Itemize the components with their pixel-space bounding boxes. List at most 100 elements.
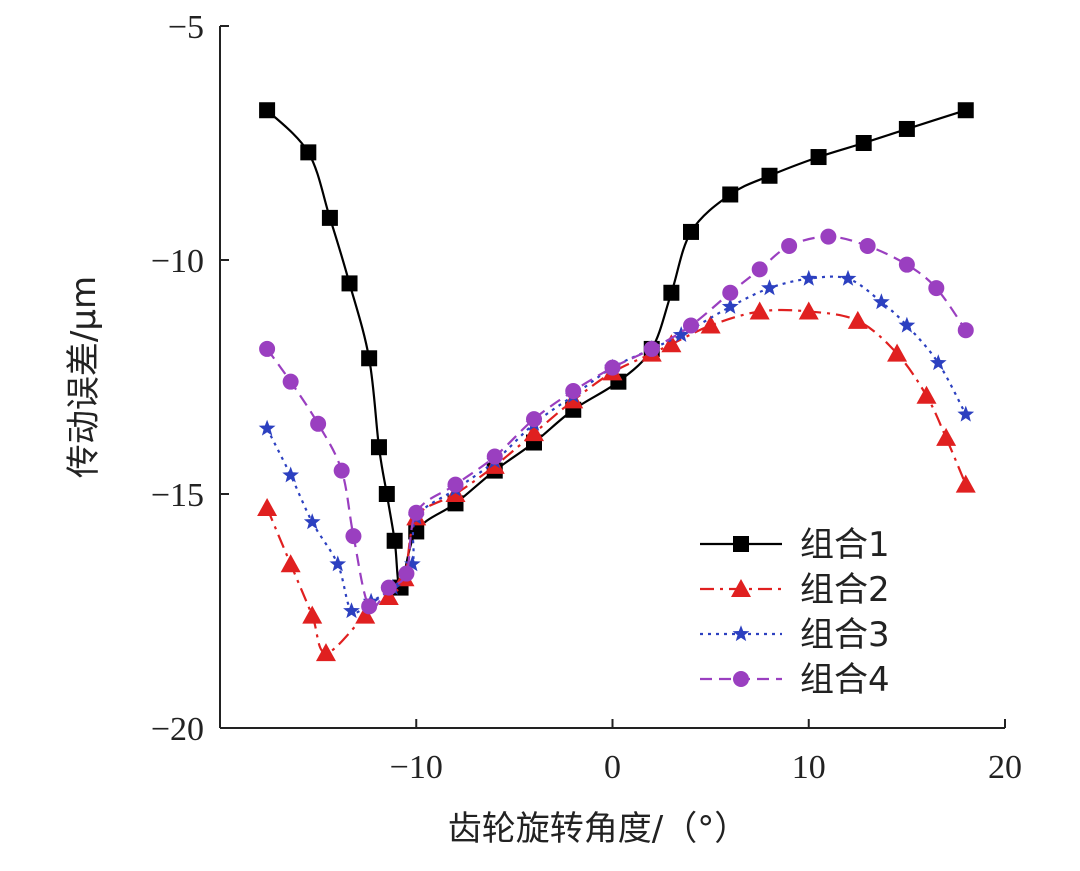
y-ticks: −5 −10 −15 −20: [151, 9, 229, 748]
data-point: [315, 643, 336, 662]
data-point: [957, 322, 974, 339]
data-point: [731, 579, 751, 597]
x-tick-label: 10: [792, 749, 826, 786]
data-point: [370, 439, 387, 456]
data-point: [303, 513, 321, 530]
data-point: [302, 605, 323, 624]
data-point: [282, 373, 299, 390]
data-point: [378, 486, 395, 502]
data-point: [761, 279, 778, 296]
data-point: [928, 280, 945, 297]
data-point: [257, 498, 278, 517]
data-point: [839, 269, 857, 286]
data-point: [798, 301, 819, 320]
legend-label: 组合2: [800, 570, 890, 610]
series-2: [257, 301, 976, 662]
data-point: [378, 586, 399, 605]
data-point: [282, 466, 299, 483]
data-point: [732, 625, 750, 642]
series-3: [258, 269, 975, 619]
data-point: [341, 275, 358, 292]
x-tick-label: 0: [604, 749, 621, 786]
data-point: [761, 167, 778, 184]
data-point: [355, 605, 376, 624]
data-point: [859, 237, 876, 254]
data-point: [898, 120, 915, 137]
data-point: [751, 261, 768, 278]
data-point: [380, 579, 397, 596]
data-point: [310, 415, 327, 432]
y-tick-label: −10: [151, 243, 204, 280]
legend-label: 组合1: [800, 525, 890, 565]
data-point: [280, 554, 301, 573]
data-point: [300, 144, 317, 161]
data-point: [683, 223, 699, 240]
series-line: [266, 109, 967, 589]
legend: 组合1 组合2 组合3 组合4: [700, 525, 890, 700]
legend-item: 组合3: [700, 615, 890, 655]
data-point: [408, 504, 425, 521]
data-point: [672, 326, 690, 342]
data-point: [526, 411, 542, 428]
data-point: [361, 350, 378, 367]
data-point: [361, 598, 378, 615]
data-point: [345, 528, 362, 545]
data-point: [398, 565, 415, 582]
legend-item: 组合1: [700, 525, 890, 565]
data-point: [855, 135, 872, 151]
data-point: [486, 448, 503, 465]
y-tick-label: −5: [168, 9, 204, 46]
data-point: [259, 102, 276, 119]
data-point: [957, 102, 974, 119]
data-point: [404, 555, 421, 572]
data-point: [333, 462, 350, 479]
data-point: [343, 602, 360, 619]
legend-label: 组合3: [800, 615, 890, 655]
data-point: [258, 419, 276, 436]
data-point: [386, 532, 403, 549]
x-ticks: −10 0 10 20: [390, 719, 1022, 786]
data-point: [873, 293, 890, 310]
y-tick-label: −15: [151, 477, 204, 514]
plot-area: [257, 102, 976, 662]
data-point: [733, 671, 749, 687]
data-point: [700, 315, 721, 334]
data-point: [722, 186, 739, 203]
legend-item: 组合4: [700, 660, 890, 700]
x-tick-label: 20: [988, 749, 1022, 786]
data-point: [565, 383, 582, 400]
data-point: [733, 536, 749, 552]
data-point: [722, 284, 739, 301]
legend-label: 组合4: [800, 660, 890, 700]
data-point: [955, 474, 976, 493]
data-point: [321, 209, 338, 226]
x-tick-label: −10: [390, 749, 443, 786]
data-point: [683, 317, 699, 334]
y-tick-label: −20: [151, 711, 204, 748]
data-point: [898, 256, 915, 273]
data-point: [887, 343, 908, 362]
data-point: [810, 149, 827, 166]
data-point: [929, 354, 947, 371]
data-point: [259, 340, 276, 357]
series-1: [259, 102, 974, 596]
legend-item: 组合2: [700, 570, 890, 610]
data-point: [898, 316, 916, 333]
data-point: [524, 423, 544, 442]
data-point: [957, 405, 975, 422]
x-axis-title: 齿轮旋转角度/（°）: [448, 809, 748, 849]
y-axis-title: 传动误差/μm: [64, 276, 104, 478]
data-point: [604, 359, 621, 376]
data-point: [916, 385, 937, 404]
data-point: [820, 228, 837, 245]
data-point: [663, 284, 680, 301]
data-point: [847, 310, 868, 329]
data-point: [781, 237, 798, 254]
series-line: [266, 275, 967, 614]
data-point: [643, 340, 660, 357]
data-point: [936, 427, 957, 446]
data-point: [721, 298, 739, 314]
series-4: [259, 228, 974, 615]
data-point: [800, 269, 818, 286]
